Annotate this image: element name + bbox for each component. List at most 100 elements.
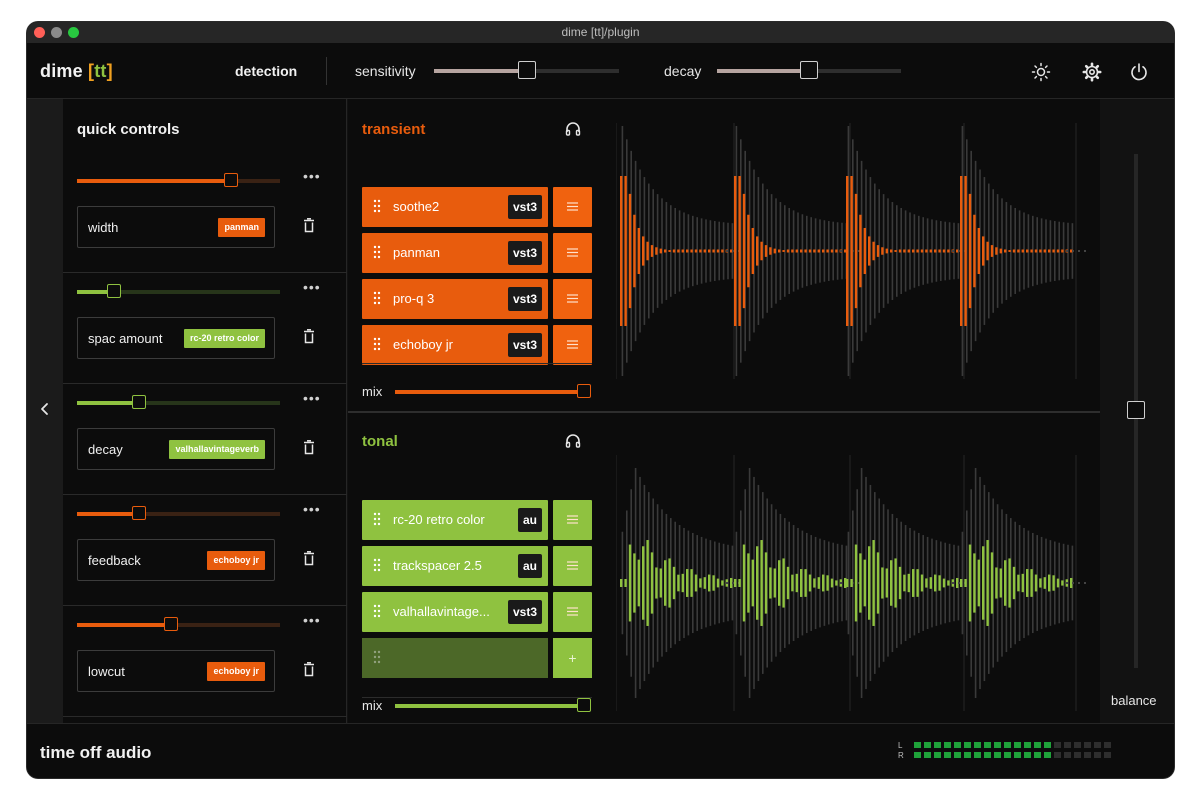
quick-control-target[interactable]: feedback echoboy jr (77, 539, 275, 581)
tonal-plugin-slot[interactable]: trackspacer 2.5 au (362, 546, 548, 586)
trash-icon[interactable] (303, 551, 315, 566)
transient-plugin-slot[interactable]: echoboy jr vst3 (362, 325, 548, 365)
transient-mix-slider[interactable] (395, 384, 591, 398)
chain-area: transient soothe2 vst3 panman vst3 pro-q 3 vs… (348, 99, 1100, 723)
quick-control-target[interactable]: width panman (77, 206, 275, 248)
quick-control-item: ••• width panman (63, 162, 347, 273)
minimize-window-button[interactable] (51, 27, 62, 38)
power-icon[interactable] (1128, 61, 1150, 83)
quick-control-slider-knob[interactable] (224, 173, 238, 187)
empty-plugin-slot[interactable] (362, 638, 548, 678)
drag-handle-icon[interactable] (373, 512, 381, 526)
quick-control-name: width (88, 220, 119, 235)
more-options-button[interactable]: ••• (303, 279, 321, 295)
close-window-button[interactable] (34, 27, 45, 38)
brand-logo: dime [tt] (40, 61, 113, 81)
quick-control-slider[interactable] (77, 506, 280, 520)
transient-mix-knob[interactable] (577, 384, 591, 398)
balance-slider-knob[interactable] (1127, 401, 1145, 419)
add-plugin-button[interactable]: + (553, 638, 592, 678)
header-divider (326, 57, 327, 85)
drag-handle-icon[interactable] (373, 558, 381, 572)
transient-divider (362, 363, 592, 364)
transient-mix-label: mix (362, 384, 383, 399)
footer: time off audio L R (27, 723, 1174, 778)
quick-control-slider[interactable] (77, 395, 280, 409)
decay-slider[interactable] (717, 61, 901, 79)
plugin-menu-button[interactable] (553, 233, 592, 273)
window-title: dime [tt]/plugin (561, 25, 640, 39)
quick-control-slider-knob[interactable] (164, 617, 178, 631)
more-options-button[interactable]: ••• (303, 390, 321, 406)
quick-control-slider[interactable] (77, 617, 280, 631)
plugin-name: pro-q 3 (393, 291, 435, 306)
quick-control-slider-knob[interactable] (132, 506, 146, 520)
output-meter-left (914, 742, 1111, 748)
trash-icon[interactable] (303, 440, 315, 455)
trash-icon[interactable] (303, 662, 315, 677)
tonal-title: tonal (362, 433, 398, 450)
menu-icon (567, 607, 578, 616)
menu-icon (567, 294, 578, 303)
plugin-name: echoboy jr (393, 337, 453, 352)
tonal-mix-knob[interactable] (577, 698, 591, 712)
meter-left-label: L (898, 741, 903, 750)
quick-control-target[interactable]: decay valhallavintageverb (77, 428, 275, 470)
footer-brand: time off audio (40, 743, 152, 762)
quick-control-slider[interactable] (77, 173, 280, 187)
quick-control-slider[interactable] (77, 284, 280, 298)
more-options-button[interactable]: ••• (303, 501, 321, 517)
tonal-plugin-slot[interactable]: rc-20 retro color au (362, 500, 548, 540)
quick-control-slider-knob[interactable] (132, 395, 146, 409)
gear-icon[interactable] (1081, 61, 1103, 83)
quick-control-target[interactable]: spac amount rc-20 retro color (77, 317, 275, 359)
plugin-menu-button[interactable] (553, 325, 592, 365)
sensitivity-slider-knob[interactable] (518, 61, 536, 79)
output-meter-right (914, 752, 1111, 758)
plugin-format-badge: vst3 (507, 195, 542, 219)
transient-plugin-slot[interactable]: pro-q 3 vst3 (362, 279, 548, 319)
quick-control-plugin-badge: panman (218, 218, 265, 237)
tonal-plugin-slot[interactable]: valhallavintage... vst3 (362, 592, 548, 632)
drag-handle-icon[interactable] (373, 245, 381, 259)
maximize-window-button[interactable] (68, 27, 79, 38)
trash-icon[interactable] (303, 329, 315, 344)
plugin-menu-button[interactable] (553, 546, 592, 586)
tonal-mix-slider[interactable] (395, 698, 591, 712)
quick-controls-panel: quick controls ••• width panman ••• spac amo… (63, 99, 347, 723)
drag-handle-icon[interactable] (373, 604, 381, 618)
quick-control-plugin-badge: valhallavintageverb (169, 440, 265, 459)
more-options-button[interactable]: ••• (303, 612, 321, 628)
quick-control-target[interactable]: lowcut echoboy jr (77, 650, 275, 692)
transient-plugin-slot[interactable]: panman vst3 (362, 233, 548, 273)
decay-slider-knob[interactable] (800, 61, 818, 79)
detection-tab[interactable]: detection (235, 63, 298, 79)
brightness-icon[interactable] (1030, 61, 1052, 83)
transient-plugin-slot[interactable]: soothe2 vst3 (362, 187, 548, 227)
drag-handle-icon (373, 650, 381, 664)
quick-control-name: spac amount (88, 331, 163, 346)
headphones-icon[interactable] (565, 121, 581, 137)
plugin-name: trackspacer 2.5 (393, 558, 482, 573)
more-options-button[interactable]: ••• (303, 168, 321, 184)
section-divider (348, 411, 1100, 413)
collapse-panel-button[interactable] (27, 99, 63, 723)
trash-icon[interactable] (303, 218, 315, 233)
quick-control-slider-knob[interactable] (107, 284, 121, 298)
transient-title: transient (362, 121, 426, 138)
drag-handle-icon[interactable] (373, 199, 381, 213)
plugin-menu-button[interactable] (553, 592, 592, 632)
quick-control-name: lowcut (88, 664, 125, 679)
decay-label: decay (664, 63, 702, 79)
plugin-menu-button[interactable] (553, 187, 592, 227)
tonal-divider (362, 697, 592, 698)
balance-label: balance (1111, 693, 1157, 708)
headphones-icon[interactable] (565, 433, 581, 449)
drag-handle-icon[interactable] (373, 291, 381, 305)
plugin-menu-button[interactable] (553, 279, 592, 319)
menu-icon (567, 561, 578, 570)
quick-control-name: feedback (88, 553, 141, 568)
drag-handle-icon[interactable] (373, 337, 381, 351)
plugin-menu-button[interactable] (553, 500, 592, 540)
sensitivity-slider[interactable] (434, 61, 619, 79)
